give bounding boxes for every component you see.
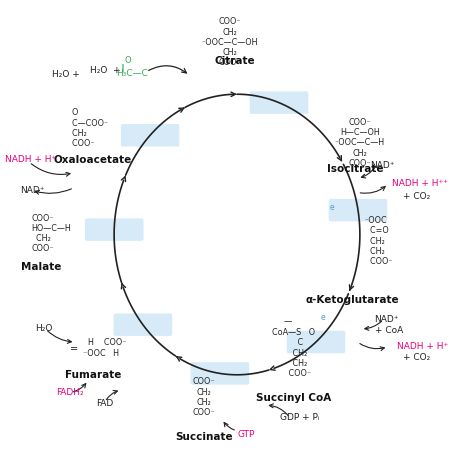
Text: —: — <box>283 318 292 326</box>
Text: e: e <box>321 313 325 322</box>
Text: COO⁻: COO⁻ <box>192 408 215 417</box>
Text: COO⁻: COO⁻ <box>348 118 371 127</box>
Text: COO⁻: COO⁻ <box>276 370 311 378</box>
Text: ∥: ∥ <box>121 62 125 72</box>
Text: CH₂: CH₂ <box>353 149 367 158</box>
Text: CH₂: CH₂ <box>222 48 237 57</box>
Text: CoA—S   O: CoA—S O <box>272 328 315 337</box>
Text: COO⁻: COO⁻ <box>348 159 371 168</box>
Text: + CO₂: + CO₂ <box>403 353 430 362</box>
FancyBboxPatch shape <box>250 91 308 114</box>
Text: NAD⁺: NAD⁺ <box>20 186 45 195</box>
Text: FAD: FAD <box>96 399 113 408</box>
Text: C=O: C=O <box>365 226 388 235</box>
Text: C: C <box>285 339 303 348</box>
Text: Citrate: Citrate <box>214 56 255 67</box>
Text: COO⁻: COO⁻ <box>31 214 54 223</box>
FancyBboxPatch shape <box>85 219 144 241</box>
Text: O: O <box>124 56 131 65</box>
Text: COO⁻: COO⁻ <box>219 58 241 68</box>
Text: COO⁻: COO⁻ <box>365 257 392 266</box>
Text: NADH + H⁺: NADH + H⁺ <box>397 342 448 351</box>
Text: CH₂: CH₂ <box>280 359 307 368</box>
Text: GTP: GTP <box>238 430 255 439</box>
Text: H—C—OH: H—C—OH <box>340 128 380 137</box>
Text: H₂O +: H₂O + <box>52 70 80 79</box>
Text: NADH + H⁺: NADH + H⁺ <box>5 155 57 164</box>
Text: Fumarate: Fumarate <box>64 370 121 380</box>
Text: H    COO⁻: H COO⁻ <box>83 338 127 347</box>
Text: COO⁻: COO⁻ <box>67 139 94 148</box>
Text: Succinyl CoA: Succinyl CoA <box>256 393 331 403</box>
Text: CH₂: CH₂ <box>67 129 87 138</box>
FancyBboxPatch shape <box>191 362 249 385</box>
Text: Oxaloacetate: Oxaloacetate <box>54 155 132 165</box>
Text: CH₂: CH₂ <box>197 387 211 397</box>
Text: e: e <box>329 203 334 212</box>
Text: GDP + Pᵢ: GDP + Pᵢ <box>281 413 320 422</box>
Text: CH₂: CH₂ <box>31 234 51 243</box>
Text: H₃C—C: H₃C—C <box>117 68 148 78</box>
Text: FADH₂: FADH₂ <box>56 388 84 397</box>
Text: Malate: Malate <box>21 262 61 272</box>
Text: + CoA: + CoA <box>375 326 404 335</box>
Text: ⁻OOC   H: ⁻OOC H <box>83 349 119 358</box>
Text: ⁻OOC—C—OH: ⁻OOC—C—OH <box>201 38 258 47</box>
Text: Succinate: Succinate <box>175 431 233 441</box>
Text: H₂O: H₂O <box>35 325 52 333</box>
Text: + CO₂: + CO₂ <box>403 192 430 201</box>
Text: NAD⁺: NAD⁺ <box>370 161 395 170</box>
Text: NADH + H⁺⁺: NADH + H⁺⁺ <box>392 180 448 189</box>
Text: C—COO⁻: C—COO⁻ <box>67 119 108 128</box>
Text: O: O <box>67 108 78 117</box>
Text: =: = <box>70 344 78 354</box>
FancyBboxPatch shape <box>328 199 387 221</box>
Text: CH₂: CH₂ <box>365 247 384 256</box>
FancyBboxPatch shape <box>114 313 172 336</box>
FancyBboxPatch shape <box>287 331 345 353</box>
Text: COO⁻: COO⁻ <box>219 17 241 26</box>
Text: CH₂: CH₂ <box>222 28 237 37</box>
Text: α-Ketoglutarate: α-Ketoglutarate <box>306 295 400 305</box>
Text: NAD⁺: NAD⁺ <box>374 315 399 324</box>
FancyBboxPatch shape <box>121 124 180 146</box>
Text: CH₂: CH₂ <box>197 398 211 407</box>
Text: ⁻OOC—C—H: ⁻OOC—C—H <box>335 138 385 147</box>
Text: COO⁻: COO⁻ <box>192 377 215 386</box>
Text: CH₂: CH₂ <box>365 236 384 246</box>
Text: CH₂: CH₂ <box>280 349 307 358</box>
Text: HO—C—H: HO—C—H <box>31 224 71 233</box>
Text: Isocitrate: Isocitrate <box>327 164 383 174</box>
Text: ⁻OOC: ⁻OOC <box>365 216 387 225</box>
Text: COO⁻: COO⁻ <box>31 244 54 254</box>
Text: H₂O  +: H₂O + <box>90 66 120 76</box>
